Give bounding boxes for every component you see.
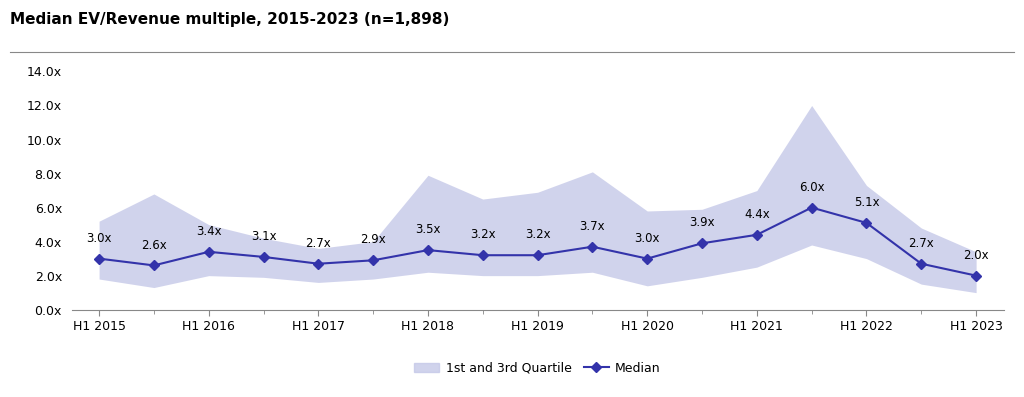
Text: 3.4x: 3.4x [196,225,221,238]
Text: 2.7x: 2.7x [305,237,331,250]
Text: 3.2x: 3.2x [470,228,496,241]
Text: 5.1x: 5.1x [854,196,880,209]
Text: 3.0x: 3.0x [635,232,660,245]
Text: 4.4x: 4.4x [744,208,770,221]
Legend: 1st and 3rd Quartile, Median: 1st and 3rd Quartile, Median [410,357,666,380]
Text: 3.2x: 3.2x [524,228,551,241]
Text: 2.7x: 2.7x [908,237,934,250]
Text: 2.9x: 2.9x [360,233,386,247]
Text: 3.1x: 3.1x [251,230,276,243]
Text: 3.9x: 3.9x [689,216,715,229]
Text: 3.0x: 3.0x [86,232,112,245]
Text: 3.7x: 3.7x [580,220,605,233]
Text: 2.0x: 2.0x [964,249,989,262]
Text: Median EV/Revenue multiple, 2015-2023 (n=1,898): Median EV/Revenue multiple, 2015-2023 (n… [10,12,450,27]
Text: 6.0x: 6.0x [799,181,824,194]
Text: 2.6x: 2.6x [141,239,167,252]
Text: 3.5x: 3.5x [415,223,440,236]
